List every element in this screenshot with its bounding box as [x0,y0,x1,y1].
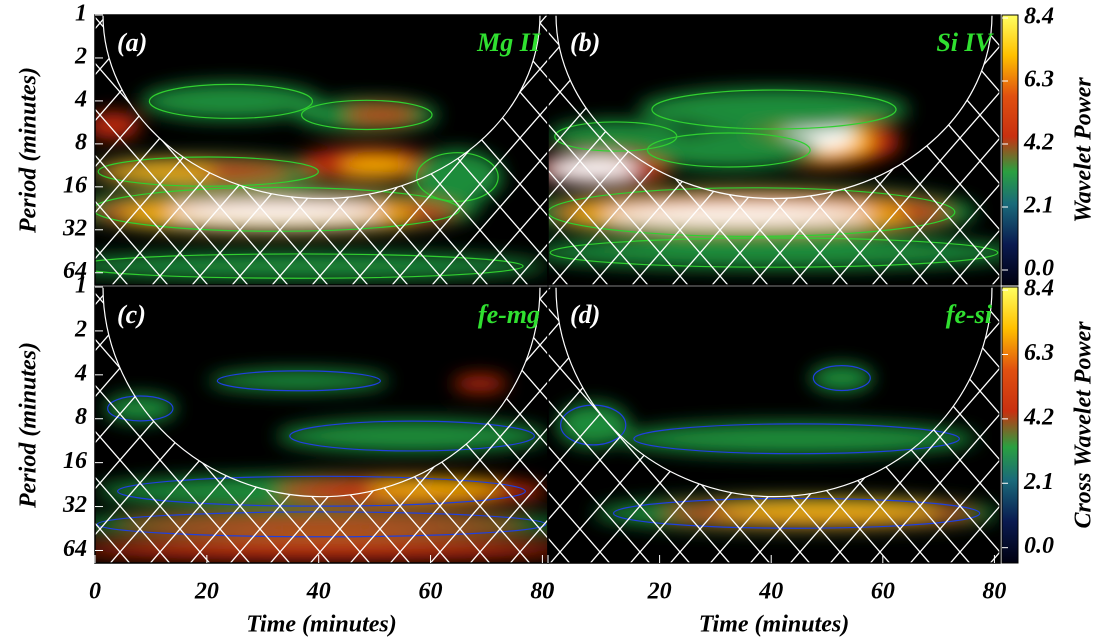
power-blob [208,369,390,392]
panel-name: Si IV [936,28,994,57]
power-blob [638,131,820,169]
x-tick-label: 20 [194,579,219,605]
y-tick-label: 4 [74,360,87,386]
y-tick-label: 1 [75,273,87,299]
colorbar-tick-label: 8.4 [1024,276,1054,302]
x-tick-label: 80 [982,579,1006,605]
x-tick-label: 40 [306,579,331,605]
colorbar-tick-label: 6.3 [1024,340,1054,366]
y-axis-label: Period (minutes) [16,342,42,509]
colorbar-label: Wavelet Power [1071,77,1097,223]
colorbar-tick-label: 0.0 [1024,256,1054,282]
cone-of-influence [102,15,541,200]
colorbar-tick-label: 8.4 [1024,4,1054,30]
power-blob [344,106,417,123]
panel-name: Mg II [476,28,541,57]
panel-name: fe-si [946,300,993,329]
power-blob [810,364,874,392]
power-blob [140,82,322,121]
cone-of-influence [102,287,541,498]
x-tick-label: 20 [647,579,672,605]
x-tick-label: 60 [419,579,443,605]
x-axis-label: Time (minutes) [699,612,849,638]
y-tick-label: 32 [62,215,87,241]
y-tick-label: 64 [63,258,87,284]
colorbar-tick-label: 2.1 [1023,193,1054,219]
colorbar-tick-label: 6.3 [1024,67,1054,93]
contour [646,132,811,168]
y-tick-label: 8 [75,404,87,430]
panel-label: (d) [570,300,600,329]
cone-of-influence [555,15,993,200]
x-tick-label: 60 [871,579,895,605]
colorbar-tick-label: 4.2 [1023,404,1054,430]
y-tick-label: 16 [63,448,87,474]
y-tick-label: 1 [75,1,87,27]
contour [651,89,897,130]
panel-label: (b) [570,28,600,57]
x-axis-label: Time (minutes) [246,612,396,638]
colorbar-label: Cross Wavelet Power [1071,321,1097,529]
y-tick-label: 64 [63,536,87,562]
panel-frame [547,14,1001,286]
y-axis-label: Period (minutes) [16,67,42,234]
contour [812,365,871,392]
colorbar-tick-label: 0.0 [1024,533,1054,559]
y-tick-label: 2 [74,316,87,342]
y-tick-label: 8 [75,129,87,155]
x-tick-label: 0 [542,579,554,605]
power-blob [339,158,413,175]
x-tick-label: 0 [89,579,101,605]
colorbar [1001,14,1019,286]
y-tick-label: 2 [74,43,87,69]
colorbar-tick-label: 2.1 [1023,469,1054,495]
power-blob [638,87,910,132]
y-tick-label: 16 [63,172,87,198]
contour [148,83,314,120]
power-blob [615,422,978,456]
colorbar-tick-label: 4.2 [1023,130,1054,156]
y-tick-label: 32 [62,492,87,518]
colorbar [1001,286,1019,564]
panel-frame [547,286,1001,564]
x-tick-label: 40 [758,579,783,605]
contour [216,370,381,392]
panel-label: (c) [117,300,146,329]
x-tick-label: 80 [530,579,554,605]
y-tick-label: 4 [74,86,87,112]
cone-of-influence [555,287,993,498]
panel-label: (a) [117,28,147,57]
power-blob [452,375,508,392]
panel-name: fe-mg [478,300,540,329]
contour [300,99,433,131]
